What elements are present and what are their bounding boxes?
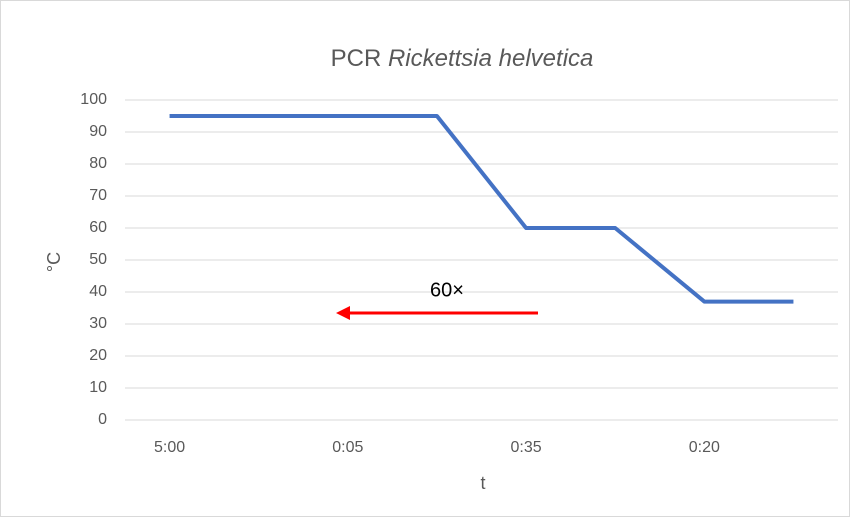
y-tick-label: 50 (89, 251, 107, 268)
y-tick-label: 40 (89, 283, 107, 300)
arrow-head (336, 306, 350, 320)
x-tick-label: 0:35 (510, 439, 541, 456)
y-tick-label: 0 (98, 411, 107, 428)
y-tick-label: 60 (89, 219, 107, 236)
y-tick-label: 70 (89, 187, 107, 204)
y-tick-label: 10 (89, 379, 107, 396)
x-tick-label: 0:05 (332, 439, 363, 456)
annotation: 60× (430, 279, 464, 301)
y-tick-label: 30 (89, 315, 107, 332)
chart-title: PCR Rickettsia helvetica (331, 45, 594, 72)
y-axis-label: °C (44, 252, 64, 272)
y-tick-label: 20 (89, 347, 107, 364)
data-line (169, 114, 794, 304)
x-axis-label: t (480, 473, 485, 493)
title-part: PCR (331, 45, 382, 72)
y-tick-label: 100 (80, 91, 107, 108)
plot-area: 0 10 20 30 40 50 60 70 80 90 100 5:00 0:05 0:35 0:20 (80, 91, 838, 456)
title-part-italic: Rickettsia helvetica (388, 45, 593, 72)
y-tick-label: 90 (89, 123, 107, 140)
x-tick-label: 5:00 (154, 439, 185, 456)
y-tick-label: 80 (89, 155, 107, 172)
x-tick-label: 0:20 (689, 439, 720, 456)
